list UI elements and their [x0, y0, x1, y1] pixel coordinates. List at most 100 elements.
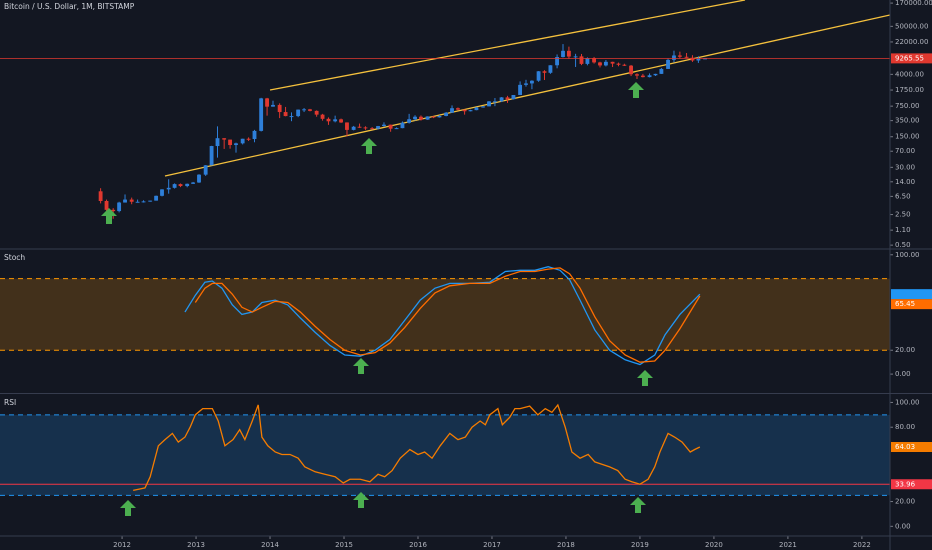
y-tick-label: 4000.00	[895, 70, 924, 78]
candle-body	[468, 110, 473, 112]
candle-body	[444, 112, 449, 116]
candle-body	[579, 56, 584, 64]
candle-body	[141, 201, 146, 203]
candle-body	[148, 200, 153, 202]
candle-body	[603, 61, 608, 66]
y-tick-label: 20.00	[895, 498, 915, 506]
candle-body	[677, 55, 682, 57]
y-tick-label: 6.50	[895, 192, 911, 200]
candle-body	[487, 101, 491, 107]
candle-body	[259, 98, 264, 131]
candle-body	[104, 200, 109, 210]
y-tick-label: 30.00	[895, 163, 915, 171]
candle-body	[197, 174, 201, 183]
y-tick-label: 20.00	[895, 346, 915, 354]
candle-body	[172, 184, 177, 188]
last-value-box	[891, 299, 932, 310]
candle-body	[622, 64, 627, 66]
y-tick-label: 170000.00	[895, 0, 932, 7]
candle-body	[425, 116, 430, 120]
candle-body	[635, 74, 639, 76]
candle-body	[178, 184, 183, 187]
candle-body	[511, 94, 516, 100]
candle-body	[209, 146, 214, 166]
candle-body	[234, 143, 238, 146]
candle-body	[437, 115, 442, 118]
candle-body	[524, 83, 528, 85]
x-tick-label: 2018	[557, 541, 575, 549]
y-tick-label: 80.00	[895, 423, 915, 431]
candle-body	[357, 126, 362, 128]
candle-body	[240, 138, 245, 144]
series-line	[194, 267, 701, 363]
candle-body	[363, 127, 368, 129]
y-tick-label: 14.00	[895, 178, 915, 186]
candle-body	[407, 119, 412, 123]
y-tick-label: 2.50	[895, 211, 911, 219]
candle-body	[548, 65, 553, 73]
x-tick-label: 2015	[335, 541, 353, 549]
candle-body	[555, 57, 560, 66]
candle-body	[542, 71, 547, 73]
candle-body	[647, 75, 652, 78]
candle-body	[610, 61, 615, 64]
candle-body	[629, 65, 633, 75]
candle-body	[296, 109, 301, 117]
series-line	[184, 266, 701, 366]
x-tick-label: 2012	[113, 541, 131, 549]
candle-body	[462, 109, 467, 112]
candle-body	[598, 62, 602, 66]
y-tick-label: 750.00	[895, 102, 920, 110]
candle-body	[265, 98, 269, 107]
candle-body	[684, 56, 689, 58]
candle-body	[154, 195, 159, 201]
candle-body	[246, 138, 251, 140]
candle-body	[160, 189, 164, 196]
candle-body	[203, 165, 208, 175]
level-label: 33.96	[895, 480, 916, 488]
candle-body	[370, 128, 375, 130]
candle-body	[659, 68, 664, 74]
candle-body	[289, 116, 294, 118]
y-tick-label: 0.50	[895, 241, 911, 249]
y-tick-label: 22000.00	[895, 38, 928, 46]
candle-body	[592, 58, 596, 63]
candle-body	[302, 109, 306, 111]
candle-body	[222, 138, 227, 140]
y-tick-label: 350.00	[895, 117, 920, 125]
candle-body	[653, 73, 658, 76]
candle-body	[339, 119, 343, 123]
last-price-box	[891, 53, 932, 64]
candle-body	[333, 119, 338, 122]
candle-body	[640, 75, 645, 78]
candle-body	[413, 116, 417, 120]
candle-body	[573, 56, 578, 58]
y-tick-label: 1.10	[895, 226, 911, 234]
x-tick-label: 2013	[187, 541, 205, 549]
rsi-pane-title: RSI	[4, 398, 16, 407]
candle-body	[561, 50, 565, 58]
candle-body	[474, 107, 479, 111]
trendline	[269, 0, 746, 91]
y-tick-label: 100.00	[895, 398, 920, 406]
band-fill	[0, 414, 890, 496]
labels: Bitcoin / U.S. Dollar, 1M, BITSTAMP Stoc…	[4, 0, 932, 549]
last-value-box	[891, 441, 932, 452]
candle-body	[703, 58, 707, 60]
pane-backgrounds	[0, 278, 890, 496]
candle-body	[166, 187, 171, 190]
candle-body	[191, 182, 196, 184]
candle-body	[530, 80, 534, 84]
y-tick-label: 70.00	[895, 147, 915, 155]
y-tick-label: 1750.00	[895, 86, 924, 94]
candle-body	[505, 97, 510, 100]
marks	[0, 0, 893, 539]
candle-body	[283, 112, 288, 117]
level-box	[891, 479, 932, 490]
candle-body	[351, 126, 356, 130]
candle-body	[271, 104, 275, 107]
candle-body	[481, 106, 486, 108]
x-tick-label: 2017	[483, 541, 501, 549]
